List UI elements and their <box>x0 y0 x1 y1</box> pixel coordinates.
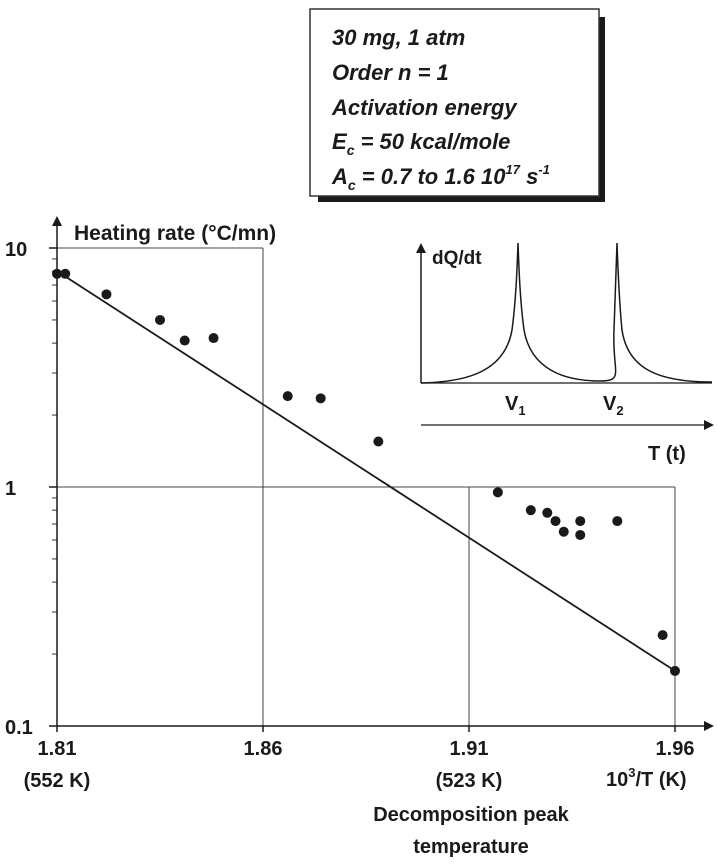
x-tick-label: 1.81 <box>38 738 77 760</box>
data-point <box>492 487 503 498</box>
inset-curve <box>420 242 713 384</box>
data-point <box>657 630 668 641</box>
fit-line <box>56 270 676 672</box>
parameter-box: 30 mg, 1 atm Order n = 1 Activation ener… <box>309 8 605 202</box>
data-point <box>542 507 553 518</box>
x-tick-label: 1.86 <box>244 738 283 760</box>
reference-lines <box>57 247 676 726</box>
inset-thermogram: dQ/dt T (t) V1 V2 <box>416 242 714 465</box>
data-point <box>60 268 71 279</box>
inset-peak-label-v2: V2 <box>603 393 624 418</box>
data-point <box>208 333 219 344</box>
parameter-box-frame <box>309 8 600 197</box>
data-point <box>155 314 165 325</box>
param-line-order: Order n = 1 <box>332 60 449 85</box>
x-tick-sublabel: (552 K) <box>24 770 91 792</box>
data-point <box>558 526 569 537</box>
param-line-energy: Ec = 50 kcal/mole <box>332 129 510 158</box>
data-point <box>575 529 586 540</box>
param-line-activation: Activation energy <box>331 95 518 120</box>
y-minor-ticks <box>52 258 57 655</box>
data-point <box>612 516 623 527</box>
data-point <box>575 516 586 527</box>
param-line-mass: 30 mg, 1 atm <box>332 25 465 50</box>
data-point <box>525 505 536 516</box>
x-tick-label: 1.91 <box>450 738 489 760</box>
y-tick-labels: 10 1 0.1 <box>5 239 57 739</box>
inset-peak-label-v1: V1 <box>505 393 526 418</box>
data-point <box>101 289 112 300</box>
inset-y-label: dQ/dt <box>432 248 482 269</box>
x-axis-label: 103/T (K) <box>606 765 687 791</box>
y-tick-label: 0.1 <box>5 717 33 739</box>
data-point <box>315 393 326 404</box>
x-caption-line2: temperature <box>413 836 529 858</box>
data-point <box>179 335 190 346</box>
x-caption-line1: Decomposition peak <box>373 804 569 826</box>
data-point <box>550 516 561 527</box>
data-point <box>282 391 293 402</box>
x-tick-labels: 1.81 (552 K) 1.86 1.91 (523 K) 1.96 <box>24 726 695 792</box>
x-tick-sublabel: (523 K) <box>436 770 503 792</box>
param-line-preexponential: Ac = 0.7 to 1.6 1017 s-1 <box>331 162 550 193</box>
data-point <box>373 436 384 447</box>
y-tick-label: 10 <box>5 239 27 261</box>
y-axis-label: Heating rate (°C/mn) <box>74 222 276 245</box>
y-tick-label: 1 <box>5 478 16 500</box>
inset-x-label: T (t) <box>648 443 686 465</box>
data-point <box>52 268 62 279</box>
data-points <box>52 268 680 676</box>
x-tick-label: 1.96 <box>656 738 695 760</box>
data-point <box>670 665 680 676</box>
